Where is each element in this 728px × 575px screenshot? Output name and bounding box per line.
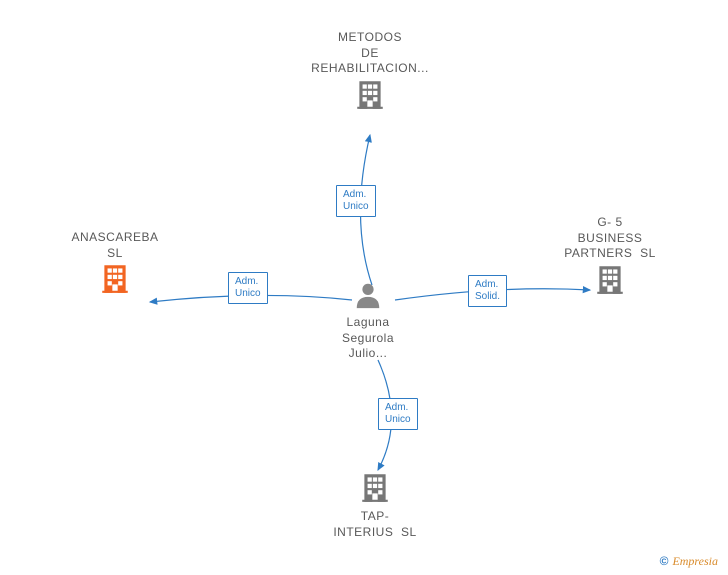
person-node[interactable]: Laguna Segurola Julio... — [328, 280, 408, 362]
building-icon — [98, 261, 132, 300]
edge-label-anascareba: Adm. Unico — [228, 272, 268, 304]
watermark: ©Empresia — [660, 554, 718, 569]
copyright-symbol: © — [660, 554, 669, 568]
company-node-g5[interactable]: G- 5 BUSINESS PARTNERS SL — [550, 215, 670, 301]
watermark-brand: Empresia — [672, 554, 718, 568]
building-icon — [358, 470, 392, 509]
diagram-canvas: Laguna Segurola Julio... METODOS DE REHAB… — [0, 0, 728, 575]
building-icon — [353, 77, 387, 116]
edge-label-g5: Adm. Solid. — [468, 275, 507, 307]
person-label: Laguna Segurola Julio... — [328, 315, 408, 362]
person-icon — [353, 280, 383, 315]
company-label: G- 5 BUSINESS PARTNERS SL — [550, 215, 670, 262]
company-node-anascareba[interactable]: ANASCAREBA SL — [55, 230, 175, 300]
edge-label-metodos: Adm. Unico — [336, 185, 376, 217]
company-label: TAP- INTERIUS SL — [315, 509, 435, 540]
building-icon — [593, 262, 627, 301]
edge-label-tap: Adm. Unico — [378, 398, 418, 430]
company-node-metodos[interactable]: METODOS DE REHABILITACION... — [310, 30, 430, 116]
company-node-tap[interactable]: TAP- INTERIUS SL — [315, 470, 435, 540]
company-label: METODOS DE REHABILITACION... — [310, 30, 430, 77]
company-label: ANASCAREBA SL — [55, 230, 175, 261]
